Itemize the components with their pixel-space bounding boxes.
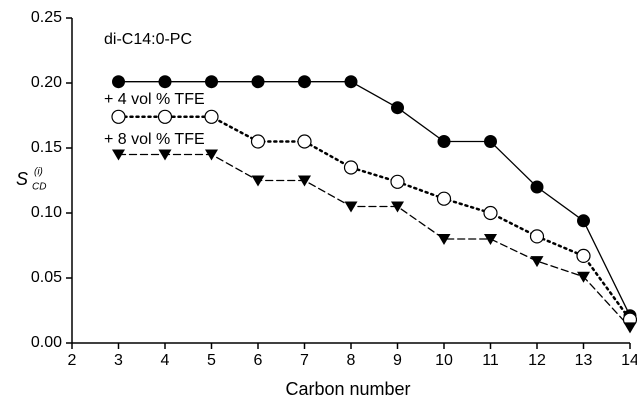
marker [344,201,358,213]
marker [298,175,311,187]
marker [343,160,359,175]
x-tick-label: 4 [161,352,170,369]
marker [344,75,358,89]
marker [484,135,497,148]
marker [251,75,265,89]
marker [390,174,405,189]
x-tick-label: 8 [347,352,356,369]
x-tick-label: 3 [114,352,123,369]
x-tick-label: 6 [254,352,263,369]
y-tick-label: 0.20 [31,74,62,91]
y-tick-label: 0.10 [31,204,62,221]
marker [577,214,590,228]
x-tick-label: 11 [482,352,499,369]
marker [112,149,125,161]
marker [436,191,452,206]
marker [576,248,591,263]
marker [530,256,544,268]
marker [577,271,590,283]
marker [391,101,404,115]
x-tick-label: 9 [393,352,402,369]
x-axis-label: Carbon number [285,379,410,399]
y-label-sup: (i) [34,167,43,178]
marker [529,229,545,244]
marker [623,322,637,334]
x-tick-label: 10 [435,352,453,369]
marker [204,109,219,124]
marker [158,149,172,161]
series-line [117,153,631,329]
marker [297,134,312,149]
x-tick-label: 13 [575,352,593,369]
series-line [117,115,632,321]
marker [483,205,498,221]
series-label: + 8 vol % TFE [104,131,205,148]
marker [157,109,173,124]
marker [391,201,404,213]
y-tick-label: 0.00 [31,334,62,351]
x-tick-label: 14 [621,352,637,369]
y-tick-label: 0.05 [31,269,62,286]
marker [112,75,125,89]
marker [437,135,451,148]
y-label-main: S [16,169,28,189]
x-tick-label: 12 [528,352,546,369]
marker [298,75,311,89]
x-tick-label: 7 [300,352,309,369]
marker [530,180,544,194]
marker [158,75,172,89]
x-tick-label: 2 [68,352,77,369]
y-axis-label: S CD (i) [16,167,46,193]
marker [484,234,497,245]
y-tick-label: 0.25 [31,9,62,26]
marker [205,149,218,161]
series-label: + 4 vol % TFE [104,91,205,108]
series-line [117,81,631,317]
marker [205,75,218,89]
marker [437,234,451,245]
marker [251,175,265,187]
series-label: di-C14:0-PC [104,31,192,48]
marker [250,134,266,149]
x-tick-label: 5 [207,352,216,369]
y-label-sub: CD [32,182,46,193]
y-tick-label: 0.15 [31,139,62,156]
marker [111,109,126,124]
